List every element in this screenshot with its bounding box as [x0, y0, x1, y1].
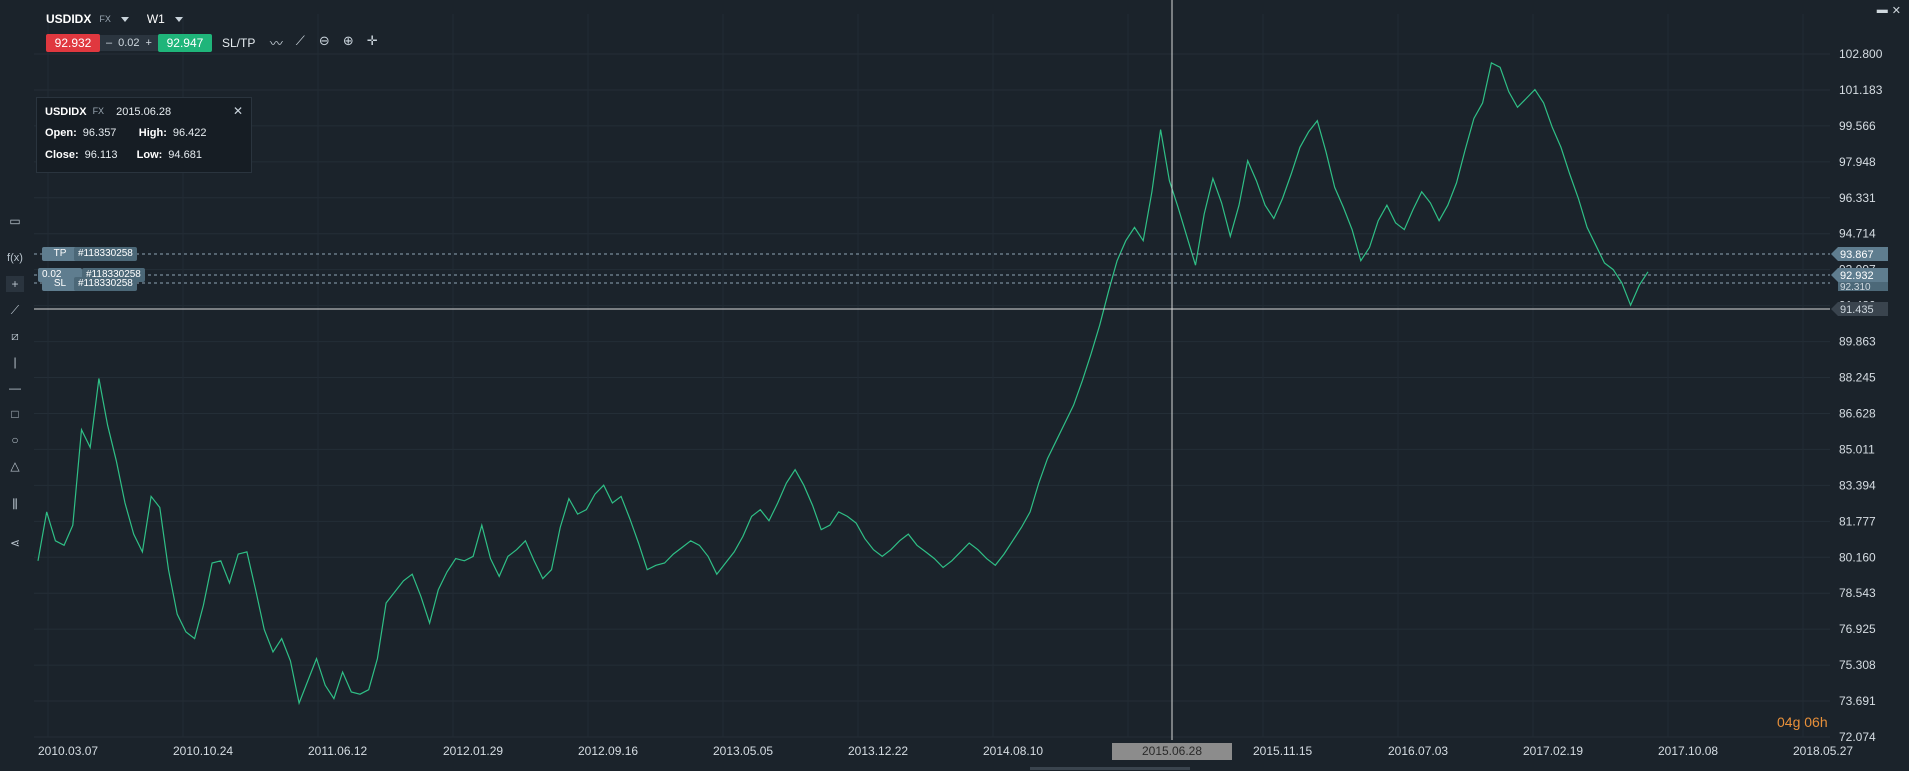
price-series-line [37, 62, 1649, 706]
y-tick-label: 89.863 [1839, 335, 1876, 349]
sl-order-id[interactable]: #118330258 [74, 277, 137, 291]
chart-grid [34, 14, 1830, 738]
x-tick-label: 2010.10.24 [173, 744, 233, 758]
close-info-icon[interactable]: ✕ [232, 104, 243, 118]
buy-button[interactable]: 92.947 [157, 33, 212, 52]
x-tick-label: 2010.03.07 [38, 744, 98, 758]
y-tick-label: 81.777 [1839, 514, 1876, 528]
current-price-label: 92.932 [1831, 268, 1888, 282]
y-tick-label: 96.331 [1839, 191, 1876, 205]
x-tick-label: 2016.07.03 [1388, 744, 1448, 758]
y-tick-label: 102.800 [1839, 47, 1883, 61]
x-axis-labels: 2010.03.07 2010.10.24 2011.06.12 2012.01.29… [38, 744, 1853, 758]
rectangle-icon[interactable]: □ [11, 407, 19, 421]
trade-row: 92.932 – 0.02 + 92.947 SL/TP 〰 ⟋ ⊖ ⊕ ✛ [46, 33, 379, 52]
sell-button[interactable]: 92.932 [46, 33, 100, 52]
timeframe-select[interactable]: W1 [146, 12, 165, 26]
timeframe-dropdown-icon[interactable] [174, 16, 183, 22]
crosshair-tool-icon[interactable]: + [6, 276, 24, 292]
line-tool-icon[interactable]: ⟋ [10, 303, 20, 317]
sl-price-label: 92.310 [1838, 282, 1888, 293]
x-tick-label: 2018.05.27 [1793, 744, 1853, 758]
low-label: Low: [136, 149, 163, 161]
close-icon[interactable]: ✕ [1891, 5, 1901, 17]
y-axis-labels: 102.800 101.183 99.566 97.948 96.331 94.714 93… [1839, 47, 1883, 744]
horizontal-line-icon[interactable]: — [9, 381, 21, 395]
indicator-icon[interactable]: ⟋ [295, 33, 305, 48]
window-controls: ▬ ✕ [1877, 4, 1901, 17]
x-tick-label: 2014.08.10 [983, 744, 1043, 758]
y-tick-label: 75.308 [1839, 658, 1876, 672]
symbol-bar: USDIDX FX W1 [46, 12, 183, 26]
circle-icon[interactable]: ○ [11, 433, 19, 447]
y-tick-label: 99.566 [1839, 119, 1876, 133]
x-tick-label: 2011.06.12 [308, 744, 367, 758]
y-tick-label: 73.691 [1839, 694, 1876, 708]
symbol-name: USDIDX [46, 12, 92, 26]
y-tick-label: 88.245 [1839, 371, 1876, 385]
x-tick-label: 2012.09.16 [578, 744, 638, 758]
increase-button[interactable]: + [145, 36, 152, 49]
y-tick-label: 101.183 [1839, 83, 1883, 97]
function-icon[interactable]: f(x) [7, 252, 23, 264]
tp-tag[interactable]: TP [42, 247, 78, 261]
info-market: FX [92, 106, 105, 116]
line-chart-icon[interactable]: 〰 [269, 36, 283, 51]
x-tick-label: 2017.02.19 [1523, 744, 1583, 758]
x-tick-label: 2013.05.05 [713, 744, 773, 758]
volume-value[interactable]: 0.02 [118, 36, 140, 49]
bar-countdown: 04g 06h [1777, 714, 1828, 730]
date-cursor-label: 2015.06.28 [1112, 743, 1232, 760]
crosshair-icon[interactable]: ✛ [366, 33, 378, 48]
svg-text:92.932: 92.932 [1840, 270, 1874, 282]
sltp-button[interactable]: SL/TP [221, 35, 256, 50]
screen-icon[interactable]: ▭ [9, 214, 21, 228]
ohlc-info-panel: USDIDX FX 2015.06.28 ✕ Open: 96.357 High… [36, 97, 252, 173]
triangle-icon[interactable]: △ [10, 459, 20, 473]
open-label: Open: [45, 127, 77, 139]
x-tick-label: 2017.10.08 [1658, 744, 1718, 758]
high-value: 96.422 [172, 127, 207, 139]
y-tick-label: 94.714 [1839, 227, 1876, 241]
sl-tag[interactable]: SL [42, 277, 78, 291]
low-value: 94.681 [168, 149, 202, 161]
tp-order-id[interactable]: #118330258 [74, 247, 137, 261]
y-tick-label: 97.948 [1839, 155, 1876, 169]
svg-text:93.867: 93.867 [1840, 249, 1874, 261]
info-symbol: USDIDX [45, 106, 87, 118]
ruler-icon[interactable]: ⧄ [11, 329, 19, 343]
cursor-price-label: 91.435 [1831, 302, 1888, 316]
y-tick-label: 80.160 [1839, 550, 1876, 564]
open-value: 96.357 [82, 127, 117, 139]
market-tag: FX [99, 14, 111, 24]
minimize-icon[interactable]: ▬ [1876, 4, 1888, 16]
svg-text:92.310: 92.310 [1840, 282, 1871, 293]
share-icon[interactable]: ⋖ [9, 536, 21, 550]
info-date: 2015.06.28 [116, 106, 172, 118]
horizontal-scrollbar[interactable] [1030, 767, 1190, 770]
x-tick-label: 2015.11.15 [1253, 744, 1312, 758]
close-value: 96.113 [84, 149, 118, 161]
y-tick-label: 78.543 [1839, 586, 1876, 600]
x-tick-label: 2013.12.22 [848, 744, 908, 758]
zoom-in-icon[interactable]: ⊕ [342, 33, 354, 48]
symbol-dropdown-icon[interactable] [120, 16, 129, 22]
close-label: Close: [45, 149, 79, 161]
y-tick-label: 86.628 [1839, 406, 1876, 420]
volume-stepper: – 0.02 + [100, 34, 158, 51]
y-tick-label: 76.925 [1839, 622, 1876, 636]
vertical-line-icon[interactable]: | [13, 355, 17, 369]
x-tick-label: 2012.01.29 [443, 744, 503, 758]
y-tick-label: 83.394 [1839, 478, 1876, 492]
decrease-button[interactable]: – [106, 36, 113, 49]
y-tick-label: 85.011 [1839, 442, 1875, 456]
fibonacci-icon[interactable]: ⫼ [12, 497, 18, 511]
high-label: High: [138, 127, 167, 139]
svg-text:91.435: 91.435 [1840, 304, 1874, 316]
tp-price-label: 93.867 [1831, 247, 1888, 261]
zoom-out-icon[interactable]: ⊖ [318, 33, 330, 48]
y-tick-label: 72.074 [1839, 730, 1876, 744]
